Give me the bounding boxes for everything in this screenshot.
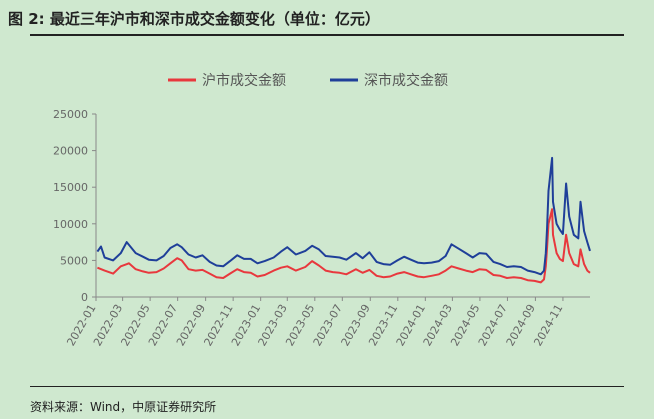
series-line-shanghai xyxy=(97,208,591,284)
top-rule xyxy=(30,34,624,36)
series-group xyxy=(96,156,591,284)
legend-label: 深市成交金额 xyxy=(364,72,448,89)
legend: 沪市成交金额 深市成交金额 xyxy=(168,72,448,89)
y-tick-label: 25000 xyxy=(53,108,88,121)
source-note: 资料来源：Wind，中原证券研究所 xyxy=(30,400,217,414)
bottom-rule xyxy=(30,386,624,387)
y-tick-label: 0 xyxy=(81,291,88,304)
series-line-shenzhen xyxy=(96,156,591,276)
y-tick-label: 20000 xyxy=(53,145,88,158)
y-tick-label: 5000 xyxy=(60,254,88,267)
legend-label: 沪市成交金额 xyxy=(202,72,286,89)
y-tick-label: 10000 xyxy=(53,218,88,231)
axes: 05000100001500020000250002022-012022-032… xyxy=(53,108,590,348)
figure-title: 图 2: 最近三年沪市和深市成交金额变化（单位：亿元） xyxy=(8,10,380,28)
y-tick-label: 15000 xyxy=(53,181,88,194)
